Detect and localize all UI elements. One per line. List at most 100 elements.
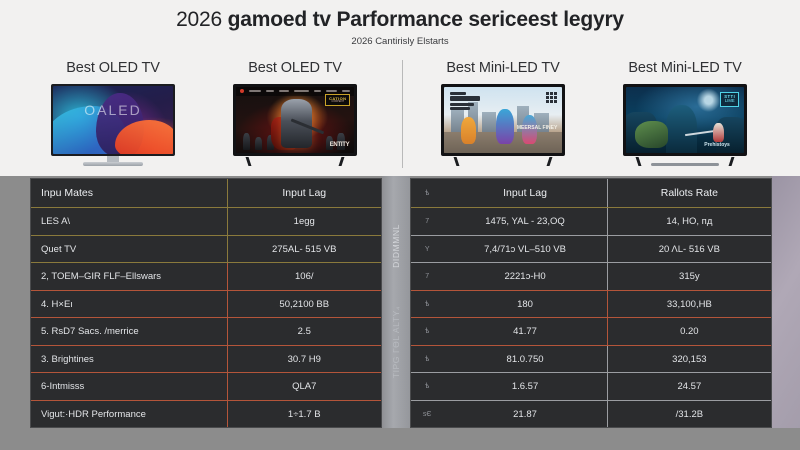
- title-block: 2026 gamoed tv Parformance sericeest leg…: [0, 8, 800, 47]
- center-vertical-band: DIDMMNL TIPG ГӨL ALTY₄: [382, 176, 410, 428]
- table-row[interactable]: 5. RsD7 Sacs. /merrice 2.5: [31, 317, 381, 346]
- screen-building: [467, 101, 479, 132]
- tv-screen: STTI LIME Prehistoys: [626, 87, 744, 153]
- table-row[interactable]: 4. H×Eı 50,2100 BB: [31, 290, 381, 319]
- badge-pixel: [554, 99, 558, 103]
- page-title-main: gamoed tv Parformance sericeest legyry: [227, 8, 624, 31]
- table-row[interactable]: Quet TV 275AL- 515 VB: [31, 235, 381, 264]
- table-row[interactable]: ѣ 81.0.750 320,153: [411, 345, 771, 374]
- row-value-lag: 1.6.57: [443, 372, 608, 402]
- menu-item-bar: [249, 90, 261, 93]
- tv-card-miniled-2[interactable]: Best Mini-LED TV STTI LIME Pr: [594, 60, 776, 166]
- table-row[interactable]: 6-Intmisss QLA7: [31, 372, 381, 402]
- row-value-rate: 14, HO, пд: [606, 207, 771, 236]
- table-row[interactable]: 7 1475, YAL - 23,OQ 14, HO, пд: [411, 207, 771, 236]
- tv-illustration: OALED: [51, 84, 175, 166]
- row-value: 30.7 H9: [226, 345, 381, 374]
- tv-card-oled-1[interactable]: Best OLED TV OALED: [22, 60, 204, 166]
- screen-menu-bar: [236, 87, 354, 96]
- row-label: 4. H×Eı: [31, 290, 227, 319]
- row-value-lag: 1475, YAL - 23,OQ: [443, 207, 608, 236]
- badge-pixel: [554, 91, 558, 95]
- menu-item-bar: [279, 90, 290, 93]
- tv-illustration: STTI LIME Prehistoys: [623, 84, 747, 166]
- screen-badge-top-right: STTI LIME: [720, 92, 740, 107]
- table-row[interactable]: ѣ 41.77 0.20: [411, 317, 771, 346]
- screen-character: [521, 114, 538, 144]
- screen-character: [460, 117, 476, 144]
- badge-pixel: [550, 91, 554, 95]
- row-index: ѕЄ: [422, 410, 432, 418]
- row-value-rate: /31.2B: [606, 400, 771, 427]
- row-label: Quet TV: [31, 235, 227, 264]
- badge-line-2: LIME: [724, 98, 735, 104]
- table-row[interactable]: 7 2221ɔ-H0 315у: [411, 262, 771, 291]
- menu-item-bar: [294, 90, 310, 93]
- row-value-rate: 33,100,HB: [606, 290, 771, 319]
- tv-screen: CATION CORPENT ENTITY: [236, 87, 354, 153]
- row-value-lag: 180: [443, 290, 608, 319]
- row-index: ѣ: [411, 372, 444, 402]
- screen-building: [533, 113, 549, 132]
- title-line: [449, 91, 466, 95]
- tv-leg-right: [546, 157, 553, 166]
- row-index: 7: [411, 262, 444, 291]
- record-dot-icon: [240, 89, 244, 94]
- table-row[interactable]: ѣ 1.6.57 24.57: [411, 372, 771, 402]
- screen-character: [495, 109, 514, 144]
- tv-illustration: CATION CORPENT ENTITY: [233, 84, 357, 166]
- screen-wordmark: ENTITY: [329, 142, 350, 149]
- row-value: 106/: [226, 262, 381, 291]
- badge-pixel: [546, 91, 550, 95]
- table-row[interactable]: 3. Brightines 30.7 H9: [31, 345, 381, 374]
- row-value-lag: 7,4/71ɔ VL–510 VB: [443, 235, 608, 264]
- badge-pixel: [550, 99, 554, 103]
- row-value: 50,2100 BB: [226, 290, 381, 319]
- badge-pixel: [554, 95, 558, 99]
- table-header-row: ѣ Input Lag Rallots Rate: [411, 179, 771, 209]
- screen-figure: [325, 135, 333, 151]
- tv-card-miniled-1[interactable]: Best Mini-LED TV: [412, 60, 594, 166]
- screen-building: [481, 112, 496, 132]
- column-header-input-lag: Input Lag: [443, 179, 608, 209]
- row-value-rate: 0.20: [606, 317, 771, 346]
- row-value: 2.5: [226, 317, 381, 346]
- tv-leg-left: [245, 157, 252, 166]
- title-line: [449, 107, 470, 111]
- row-label: Vigut:·HDR Performance: [41, 408, 146, 420]
- screen-hero-figure: [713, 122, 724, 143]
- table-row[interactable]: Vigut:·HDR Performance 1÷1.7 B: [31, 400, 381, 427]
- tv-leg-left: [453, 157, 460, 166]
- badge-line-2: CORPENT: [331, 99, 345, 103]
- tv-screen: OALED: [53, 86, 173, 154]
- row-label: 6-Intmisss: [31, 372, 227, 402]
- table-row[interactable]: ѣ 180 33,100,HB: [411, 290, 771, 319]
- title-line: [449, 96, 480, 102]
- row-value-lag: 21.87: [513, 408, 537, 420]
- row-index: 7: [411, 207, 444, 236]
- tv-card-oled-2[interactable]: Best OLED TV: [204, 60, 386, 166]
- screen-badge-top-right: [546, 91, 558, 103]
- badge-pixel: [546, 95, 550, 99]
- tv-stand-bar: [651, 163, 719, 166]
- tv-bezel: MEERSAL FINEY: [441, 84, 565, 156]
- tv-card-label: Best OLED TV: [66, 60, 160, 76]
- table-row[interactable]: ѕЄ 21.87 /31.2B: [411, 400, 771, 427]
- table-row[interactable]: LES A\ 1egg: [31, 207, 381, 236]
- comparison-table-right: ѣ Input Lag Rallots Rate 7 1475, YAL - 2…: [410, 178, 772, 428]
- table-left: Inpu Mates Input Lag LES A\ 1egg Quet TV…: [31, 179, 381, 427]
- comparison-table-left: Inpu Mates Input Lag LES A\ 1egg Quet TV…: [30, 178, 382, 428]
- table-row[interactable]: Y 7,4/71ɔ VL–510 VB 20 ΛL- 516 VB: [411, 235, 771, 264]
- screen-wordmark: Prehistoys: [704, 141, 730, 148]
- vertical-label-top: DIDMMNL: [391, 224, 401, 268]
- tv-screen: MEERSAL FINEY: [444, 87, 562, 153]
- row-label: 2, TOEM–GIR FLF–Ellswars: [31, 262, 227, 291]
- row-index: ѣ: [411, 290, 444, 319]
- right-gray-band: [772, 176, 800, 428]
- vertical-label-bottom: TIPG ГӨL ALTY₄: [391, 306, 401, 379]
- table-right: ѣ Input Lag Rallots Rate 7 1475, YAL - 2…: [411, 179, 771, 427]
- screen-badge-top-right: CATION CORPENT: [325, 93, 351, 107]
- table-row[interactable]: 2, TOEM–GIR FLF–Ellswars 106/: [31, 262, 381, 291]
- tv-bezel: OALED: [51, 84, 175, 156]
